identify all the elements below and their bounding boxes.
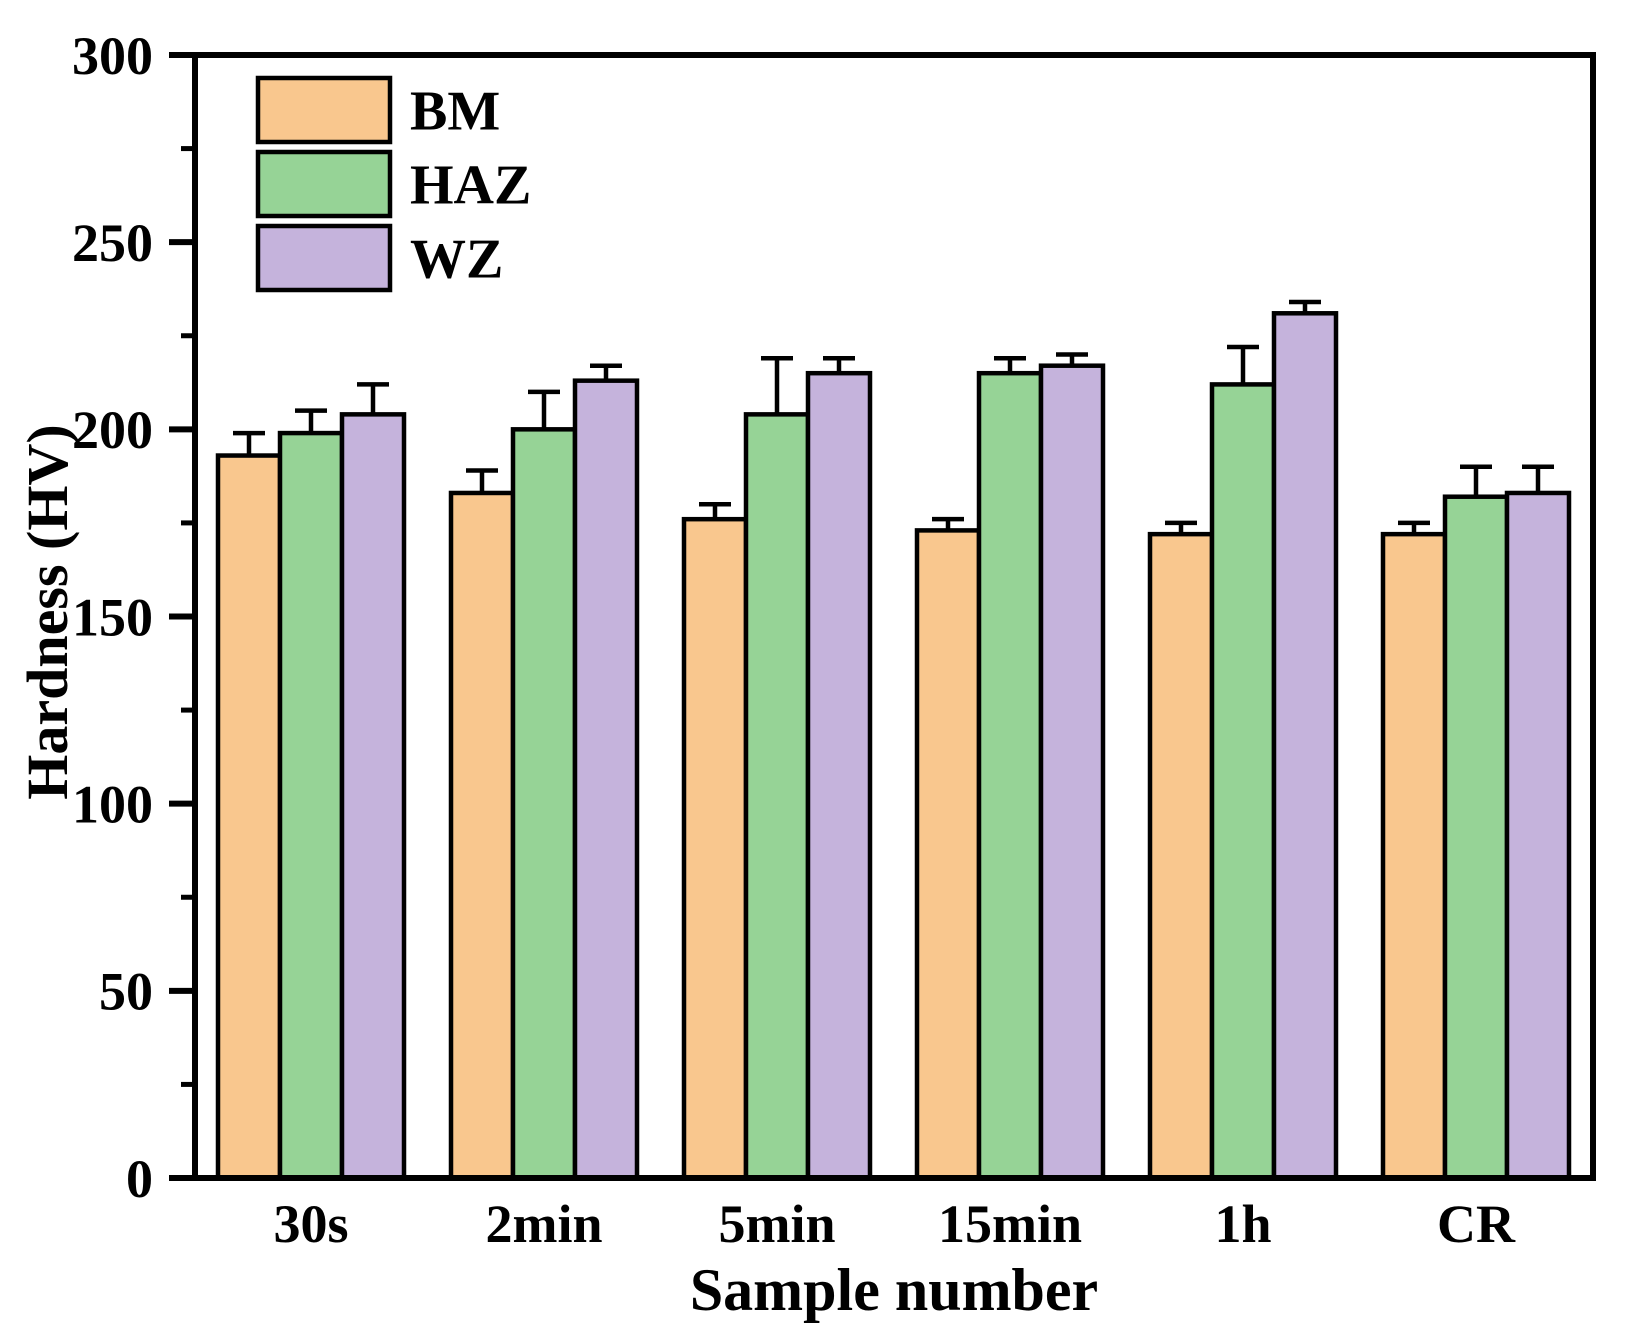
bar-30s-BM [215, 453, 283, 1181]
x-tick-label-1h: 1h [1214, 1194, 1271, 1254]
x-tick-label-30s: 30s [273, 1194, 348, 1254]
legend-swatch-BM [255, 75, 393, 145]
plot-frame [192, 52, 1596, 1181]
bar-5min-HAZ [743, 412, 811, 1181]
bar-15min-BM [914, 528, 982, 1181]
y-tick-label-150: 150 [72, 587, 153, 647]
legend-label-HAZ: HAZ [410, 155, 531, 217]
bar-30s-WZ [339, 412, 407, 1181]
bar-CR-HAZ [1442, 494, 1510, 1181]
y-tick-label-0: 0 [126, 1149, 153, 1209]
x-tick-label-2min: 2min [485, 1194, 602, 1254]
legend-swatch-WZ [255, 223, 393, 293]
bar-15min-WZ [1038, 363, 1106, 1181]
bar-30s-HAZ [277, 430, 345, 1181]
x-tick-label-CR: CR [1437, 1194, 1516, 1254]
y-tick-label-300: 300 [72, 26, 153, 86]
y-tick-label-100: 100 [72, 775, 153, 835]
bar-5min-WZ [805, 370, 873, 1181]
y-tick-label-200: 200 [72, 400, 153, 460]
bar-2min-WZ [572, 378, 640, 1181]
x-axis-title: Sample number [689, 1257, 1099, 1323]
bar-1h-HAZ [1209, 382, 1277, 1181]
y-axis-title: Hardness (HV) [15, 424, 80, 800]
x-tick-label-15min: 15min [938, 1194, 1082, 1254]
legend-swatch-HAZ [255, 149, 393, 219]
y-tick-label-50: 50 [99, 962, 153, 1022]
bar-15min-HAZ [976, 370, 1044, 1181]
legend-label-WZ: WZ [410, 229, 503, 291]
bar-2min-BM [448, 490, 516, 1181]
bar-CR-BM [1380, 531, 1448, 1181]
bar-1h-WZ [1271, 311, 1339, 1181]
bar-1h-BM [1147, 531, 1215, 1181]
x-tick-label-5min: 5min [718, 1194, 835, 1254]
bar-CR-WZ [1504, 490, 1572, 1181]
bar-5min-BM [681, 516, 749, 1181]
y-tick-label-250: 250 [72, 213, 153, 273]
bar-2min-HAZ [510, 427, 578, 1181]
legend-label-BM: BM [410, 81, 500, 143]
